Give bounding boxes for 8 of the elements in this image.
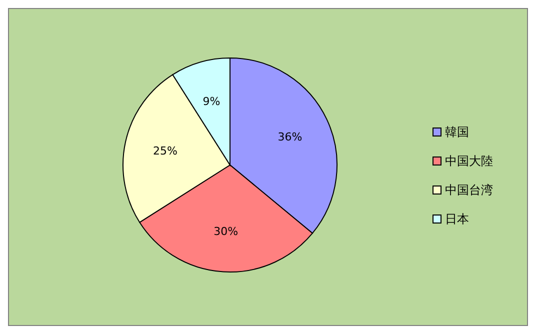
legend-label: 中国台湾 <box>445 183 493 198</box>
legend-label: 日本 <box>445 212 469 226</box>
data-label: 9% <box>202 95 220 108</box>
data-label: 25% <box>153 144 178 158</box>
legend-label: 韓国 <box>445 125 469 140</box>
data-label: 36% <box>278 130 302 144</box>
data-label: 30% <box>214 225 238 238</box>
legend-label: 中国大陸 <box>445 154 493 168</box>
